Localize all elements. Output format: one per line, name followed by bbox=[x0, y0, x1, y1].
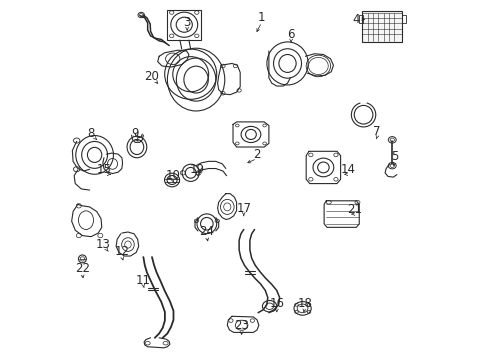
Bar bbox=[167, 10, 201, 40]
Bar bbox=[358, 15, 362, 23]
Text: 7: 7 bbox=[373, 125, 380, 138]
Text: 19: 19 bbox=[189, 163, 204, 176]
Text: 13: 13 bbox=[95, 238, 110, 251]
Text: 15: 15 bbox=[96, 163, 111, 176]
Text: 11: 11 bbox=[136, 274, 151, 287]
Text: 9: 9 bbox=[131, 127, 139, 140]
Text: 3: 3 bbox=[183, 17, 190, 30]
Text: 20: 20 bbox=[143, 69, 159, 82]
Bar bbox=[362, 11, 401, 42]
Text: 12: 12 bbox=[114, 245, 129, 258]
Text: 16: 16 bbox=[269, 297, 284, 310]
Text: 2: 2 bbox=[253, 148, 260, 161]
Text: 21: 21 bbox=[347, 203, 362, 216]
Text: 6: 6 bbox=[287, 28, 294, 41]
Text: 18: 18 bbox=[297, 297, 311, 310]
Text: 23: 23 bbox=[234, 319, 248, 332]
Text: 5: 5 bbox=[390, 150, 398, 163]
Text: 22: 22 bbox=[75, 262, 90, 275]
Text: 17: 17 bbox=[236, 202, 251, 215]
Text: 8: 8 bbox=[87, 127, 95, 140]
Text: 1: 1 bbox=[258, 12, 265, 24]
Text: 4: 4 bbox=[351, 13, 359, 26]
Text: 24: 24 bbox=[199, 225, 214, 238]
Bar bbox=[401, 15, 405, 23]
Text: 14: 14 bbox=[340, 163, 355, 176]
Text: 10: 10 bbox=[165, 169, 180, 182]
